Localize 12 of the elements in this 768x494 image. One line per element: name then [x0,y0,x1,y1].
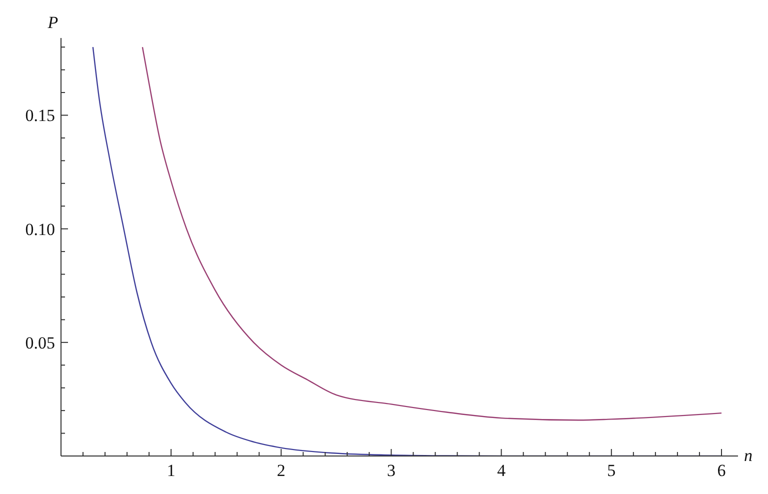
x-tick-label: 2 [276,461,286,480]
y-tick-label: 0.10 [25,220,55,239]
y-axis-title: P [46,13,58,32]
x-tick-label: 1 [166,461,176,480]
y-tick-label: 0.15 [25,106,55,126]
x-tick-label: 4 [497,461,506,480]
x-tick-label: 6 [717,461,726,480]
x-axis-title: n [744,446,752,465]
x-tick-label: 3 [386,461,396,480]
x-tick-label: 5 [607,461,616,480]
line-series [142,46,722,421]
y-tick-label: 0.05 [25,333,55,352]
